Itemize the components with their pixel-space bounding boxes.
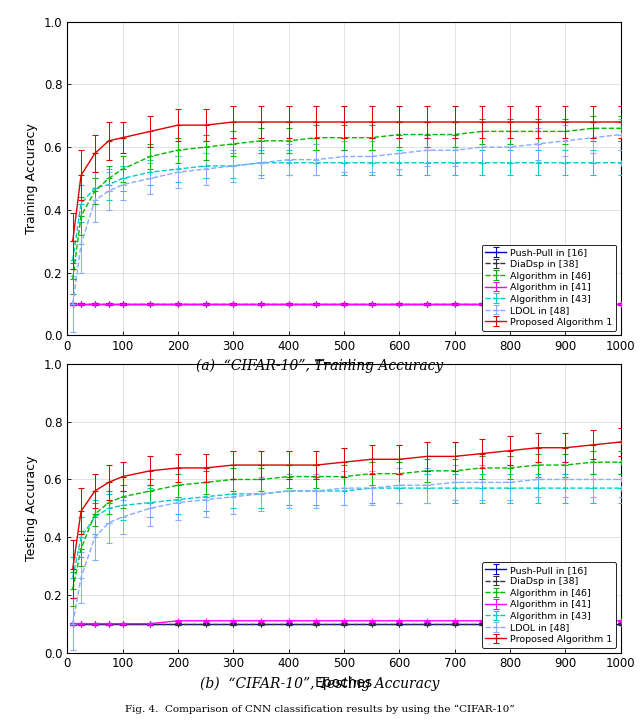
Y-axis label: Training Accuracy: Training Accuracy [25, 123, 38, 234]
X-axis label: Epoches: Epoches [315, 358, 373, 373]
X-axis label: Epoches: Epoches [315, 676, 373, 690]
Text: (b)  “CIFAR-10”, Testing Accuracy: (b) “CIFAR-10”, Testing Accuracy [200, 676, 440, 691]
Legend: Push-Pull in [16], DiaDsp in [38], Algorithm in [46], Algorithm in [41], Algorit: Push-Pull in [16], DiaDsp in [38], Algor… [482, 562, 616, 647]
Text: (a)  “CIFAR-10”, Training Accuracy: (a) “CIFAR-10”, Training Accuracy [196, 359, 444, 373]
Y-axis label: Testing Accuracy: Testing Accuracy [25, 456, 38, 561]
Legend: Push-Pull in [16], DiaDsp in [38], Algorithm in [46], Algorithm in [41], Algorit: Push-Pull in [16], DiaDsp in [38], Algor… [482, 244, 616, 330]
Text: Fig. 4.  Comparison of CNN classification results by using the “CIFAR-10”: Fig. 4. Comparison of CNN classification… [125, 704, 515, 714]
